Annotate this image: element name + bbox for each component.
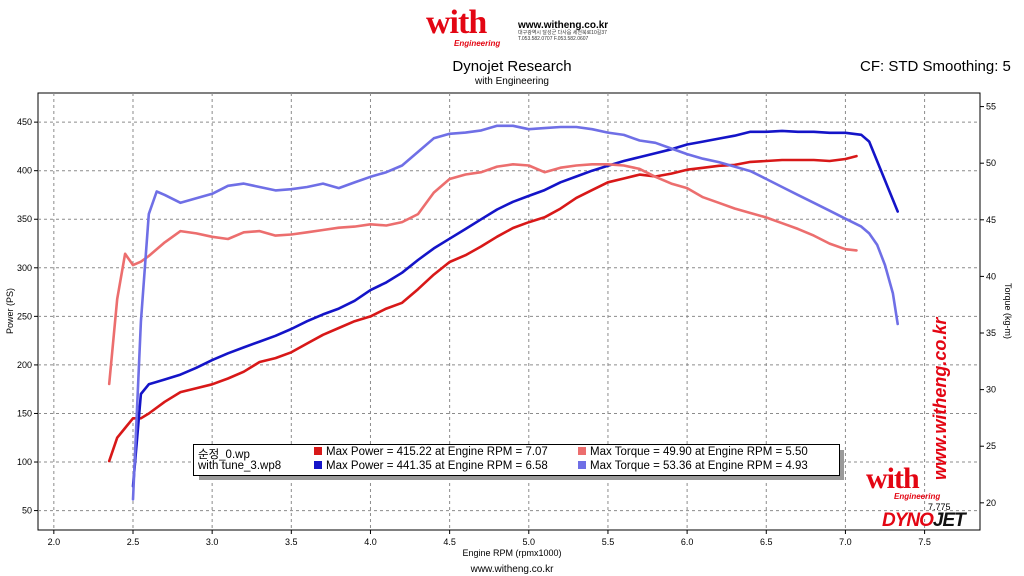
axis-ticks: 2.0 2.5 3.0 3.5 4.0 4.5 5.0 5.5 6.0 6.5 7.0 7.5 50 10…	[17, 102, 996, 547]
legend-swatch	[314, 447, 322, 455]
y2-tick-label: 40	[986, 271, 996, 281]
top-logo: with Engineering	[426, 4, 506, 48]
y2-tick-label: 45	[986, 215, 996, 225]
legend-entry-torque: Max Torque = 53.36 at Engine RPM = 4.93	[578, 460, 808, 472]
y-tick-label: 250	[17, 311, 32, 321]
series-line-2-power	[131, 129, 899, 488]
legend-power-text: Max Power = 415.22 at Engine RPM = 7.07	[326, 446, 548, 458]
legend-row: with tune_3.wp8 Max Power = 441.35 at En…	[198, 460, 838, 474]
y-axis-title: Power (PS)	[5, 288, 15, 334]
footer-url: www.witheng.co.kr	[470, 564, 554, 575]
x-tick-label: 3.0	[206, 537, 219, 547]
chart-title: Dynojet Research	[452, 58, 572, 75]
legend-power-text: Max Power = 441.35 at Engine RPM = 6.58	[326, 460, 548, 472]
legend-swatch	[578, 461, 586, 469]
legend-entry-power: Max Power = 415.22 at Engine RPM = 7.07	[314, 446, 548, 458]
y-tick-label: 100	[17, 457, 32, 467]
top-phone: T.053.582.0707 F.053.582.0607	[518, 36, 589, 42]
legend-run-name: 순정_0.wp	[198, 449, 250, 461]
br-logo-word: with	[866, 462, 920, 495]
y-tick-label: 300	[17, 263, 32, 273]
y-tick-label: 450	[17, 117, 32, 127]
top-contact-info: www.witheng.co.kr 대구광역시 달성군 다사읍 세천북로10길3…	[518, 20, 609, 43]
marker-label: 7.775	[928, 502, 951, 512]
x-tick-label: 5.0	[523, 537, 536, 547]
dynojet-logo: DYNOJET	[882, 510, 966, 532]
y2-tick-label: 55	[986, 102, 996, 112]
dynojet-logo-b: JET	[932, 510, 966, 531]
top-logo-sub: Engineering	[454, 39, 501, 48]
legend-swatch	[314, 461, 322, 469]
legend: 순정_0.wp Max Power = 415.22 at Engine RPM…	[193, 444, 840, 476]
legend-row: 순정_0.wp Max Power = 415.22 at Engine RPM…	[198, 446, 838, 461]
top-logo-word: with	[426, 4, 487, 41]
legend-entry-torque: Max Torque = 49.90 at Engine RPM = 5.50	[578, 446, 808, 458]
series-line-4-torque	[131, 124, 899, 501]
y2-tick-label: 20	[986, 498, 996, 508]
x-axis-title: Engine RPM (rpmx1000)	[462, 548, 561, 558]
y-tick-label: 200	[17, 360, 32, 370]
br-logo-sub: Engineering	[894, 492, 941, 501]
y-tick-label: 150	[17, 408, 32, 418]
x-tick-label: 5.5	[602, 537, 615, 547]
y-tick-label: 50	[22, 506, 32, 516]
x-tick-label: 3.5	[285, 537, 298, 547]
x-tick-label: 6.5	[760, 537, 773, 547]
x-tick-label: 4.0	[364, 537, 377, 547]
vertical-url: www.witheng.co.kr	[930, 317, 950, 480]
legend-entry-power: Max Power = 441.35 at Engine RPM = 6.58	[314, 460, 548, 472]
y-tick-label: 350	[17, 214, 32, 224]
y2-axis-title: Torque (kg-m)	[1003, 283, 1013, 339]
x-tick-label: 2.0	[48, 537, 61, 547]
y2-tick-label: 30	[986, 385, 996, 395]
x-tick-label: 4.5	[443, 537, 456, 547]
y2-tick-label: 50	[986, 158, 996, 168]
legend-torque-text: Max Torque = 49.90 at Engine RPM = 5.50	[590, 446, 808, 458]
x-tick-label: 2.5	[127, 537, 140, 547]
cf-smoothing-info: CF: STD Smoothing: 5	[860, 58, 1011, 75]
chart-subtitle: with Engineering	[475, 76, 549, 87]
bottom-right-logo: with Engineering	[866, 462, 956, 506]
legend-swatch	[578, 447, 586, 455]
x-tick-label: 7.0	[839, 537, 852, 547]
series-lines	[107, 124, 899, 501]
top-address: 대구광역시 달성군 다사읍 세천북로10길37	[518, 30, 607, 36]
top-url: www.witheng.co.kr	[518, 20, 609, 31]
y2-tick-label: 35	[986, 328, 996, 338]
legend-torque-text: Max Torque = 53.36 at Engine RPM = 4.93	[590, 460, 808, 472]
series-line-3-torque	[107, 163, 858, 386]
y-tick-label: 400	[17, 166, 32, 176]
dynojet-logo-a: DYNO	[882, 510, 934, 531]
x-tick-label: 7.5	[918, 537, 931, 547]
y2-tick-label: 25	[986, 441, 996, 451]
legend-run-name: with tune_3.wp8	[198, 460, 282, 472]
x-tick-label: 6.0	[681, 537, 694, 547]
